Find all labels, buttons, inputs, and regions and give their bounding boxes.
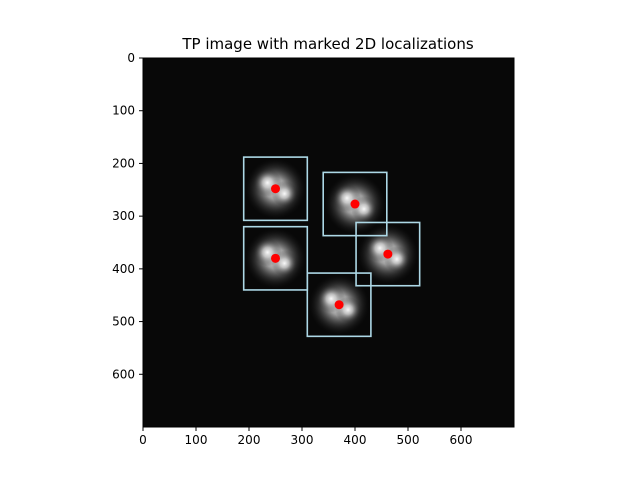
y-tick-label: 200 [112, 156, 135, 170]
x-axis: 0 100 200 300 400 500 600 [139, 427, 472, 447]
y-axis: 0 100 200 300 400 500 600 [112, 51, 143, 381]
localization-box [242, 156, 309, 222]
localization-box [242, 225, 309, 291]
x-tick-label: 400 [344, 433, 367, 447]
y-tick-label: 600 [112, 367, 135, 381]
image-background [143, 58, 514, 427]
y-tick-label: 100 [112, 104, 135, 118]
localization-box [355, 221, 421, 287]
chart-title: TP image with marked 2D localizations [181, 35, 473, 53]
x-tick-label: 600 [450, 433, 473, 447]
localization-point [271, 253, 280, 263]
localization-point [350, 199, 360, 209]
y-tick-label: 500 [112, 315, 135, 329]
axes-frame [142, 57, 515, 428]
localization-box [306, 272, 372, 338]
localization-point [271, 184, 280, 194]
y-tick-label: 300 [112, 209, 135, 223]
x-tick-label: 100 [185, 433, 208, 447]
y-tick-label: 0 [127, 51, 135, 65]
y-tick-label: 400 [112, 262, 135, 276]
x-tick-label: 500 [397, 433, 420, 447]
x-tick-label: 200 [238, 433, 261, 447]
localization-box [322, 171, 388, 237]
localization-point [383, 249, 393, 259]
localization-point [334, 300, 344, 310]
plot-area [142, 57, 515, 428]
x-tick-label: 300 [291, 433, 314, 447]
x-tick-label: 0 [139, 433, 147, 447]
